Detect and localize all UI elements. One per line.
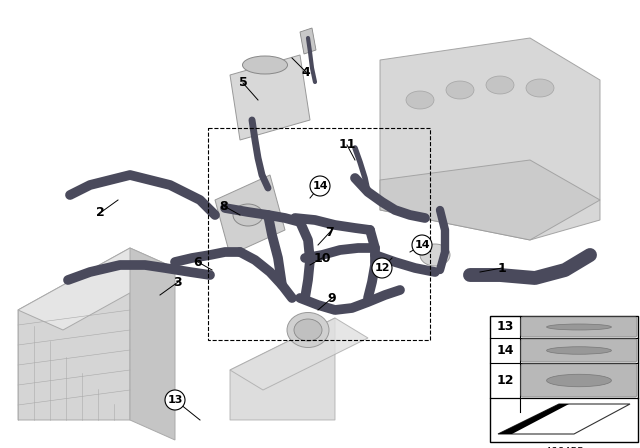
FancyBboxPatch shape: [521, 364, 637, 397]
Ellipse shape: [547, 347, 611, 354]
Polygon shape: [498, 404, 569, 434]
Circle shape: [165, 390, 185, 410]
Polygon shape: [230, 318, 368, 390]
Ellipse shape: [547, 374, 611, 387]
Text: 12: 12: [496, 374, 514, 387]
Ellipse shape: [420, 244, 450, 266]
Ellipse shape: [406, 91, 434, 109]
Polygon shape: [130, 248, 175, 440]
Polygon shape: [230, 55, 310, 140]
Text: 11: 11: [339, 138, 356, 151]
Text: 2: 2: [95, 207, 104, 220]
FancyBboxPatch shape: [490, 316, 638, 442]
Polygon shape: [380, 38, 600, 240]
FancyBboxPatch shape: [521, 339, 637, 362]
Ellipse shape: [526, 79, 554, 97]
Text: 5: 5: [239, 77, 248, 90]
Text: 7: 7: [326, 225, 334, 238]
FancyBboxPatch shape: [521, 317, 637, 337]
Text: 4: 4: [301, 65, 310, 78]
Polygon shape: [18, 248, 130, 420]
Text: 14: 14: [312, 181, 328, 191]
Text: 466455: 466455: [544, 447, 584, 448]
Text: 14: 14: [496, 344, 514, 357]
Text: 10: 10: [313, 251, 331, 264]
Circle shape: [412, 235, 432, 255]
Circle shape: [310, 176, 330, 196]
Text: 6: 6: [194, 255, 202, 268]
Text: 13: 13: [167, 395, 182, 405]
Ellipse shape: [294, 319, 322, 341]
Polygon shape: [300, 28, 316, 54]
Text: 13: 13: [496, 320, 514, 333]
Ellipse shape: [446, 81, 474, 99]
Polygon shape: [380, 160, 600, 240]
Ellipse shape: [287, 313, 329, 348]
Circle shape: [372, 258, 392, 278]
Ellipse shape: [547, 324, 611, 330]
Polygon shape: [215, 175, 285, 255]
Ellipse shape: [486, 76, 514, 94]
Text: 12: 12: [374, 263, 390, 273]
Polygon shape: [498, 404, 630, 434]
Text: 14: 14: [414, 240, 430, 250]
Ellipse shape: [233, 204, 263, 226]
Text: 3: 3: [173, 276, 182, 289]
Polygon shape: [18, 248, 175, 330]
Ellipse shape: [243, 56, 287, 74]
Text: 9: 9: [328, 292, 336, 305]
Text: 8: 8: [220, 199, 228, 212]
Polygon shape: [230, 318, 335, 420]
Text: 1: 1: [498, 262, 506, 275]
